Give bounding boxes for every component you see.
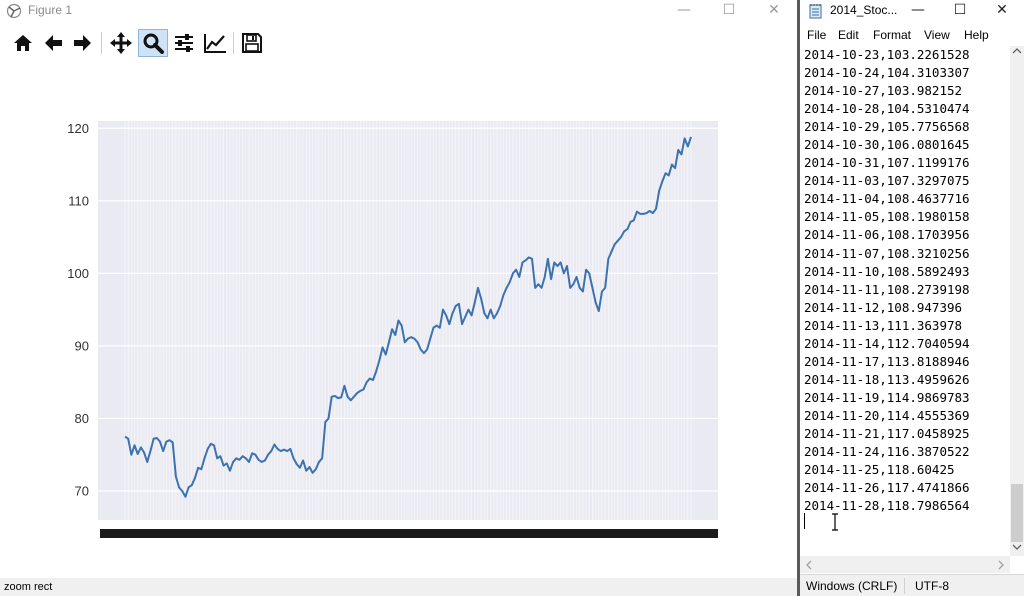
notepad-title-bar[interactable]	[800, 0, 1024, 22]
maximize-button[interactable]: ☐	[722, 2, 736, 18]
figure-title-bar[interactable]	[0, 0, 797, 22]
y-tick-label: 100	[67, 266, 89, 281]
line-ending-status: Windows (CRLF)	[806, 579, 898, 593]
zoom-button[interactable]	[138, 29, 168, 57]
text-line: 2014-11-12,108.947396	[804, 299, 963, 315]
window-divider	[797, 0, 800, 596]
close-button[interactable]: ✕	[768, 2, 780, 18]
menu-format[interactable]: Format	[873, 28, 912, 42]
y-tick-label: 80	[75, 411, 89, 426]
zoom-icon	[143, 33, 164, 54]
scroll-up-icon[interactable]	[1012, 46, 1022, 56]
home-button[interactable]	[8, 29, 38, 57]
y-tick-labels: 70 80 90 100 110 120	[67, 121, 89, 499]
menu-view[interactable]: View	[924, 28, 950, 42]
status-message: zoom rect	[4, 581, 53, 593]
scroll-right-icon[interactable]	[996, 560, 1006, 570]
text-line: 2014-11-24,116.3870522	[804, 444, 970, 460]
back-icon	[45, 35, 62, 51]
minimize-button[interactable]: —	[677, 2, 691, 18]
x-grid	[124, 121, 692, 520]
text-line: 2014-10-28,104.5310474	[804, 101, 970, 117]
text-line: 2014-10-27,103.982152	[804, 83, 963, 99]
figure-title: Figure 1	[28, 3, 73, 17]
text-line: 2014-11-19,114.9869783	[804, 389, 970, 405]
text-line: 2014-11-21,117.0458925	[804, 425, 970, 441]
scroll-left-icon[interactable]	[804, 560, 814, 570]
notepad-icon	[809, 4, 822, 19]
text-line: 2014-10-23,103.2261528	[804, 47, 970, 62]
vertical-scroll-thumb[interactable]	[1011, 484, 1023, 542]
subplots-button[interactable]	[169, 29, 199, 57]
notepad-maximize-button[interactable]: ☐	[953, 2, 967, 18]
text-line: 2014-10-24,104.3103307	[804, 65, 970, 81]
encoding-status: UTF-8	[915, 579, 949, 593]
matplotlib-logo-icon	[6, 3, 22, 19]
text-line: 2014-11-18,113.4959626	[804, 371, 970, 387]
text-line: 2014-11-20,114.4555369	[804, 407, 970, 423]
text-line: 2014-11-11,108.2739198	[804, 281, 970, 297]
forward-icon	[74, 35, 91, 51]
save-icon	[242, 33, 262, 53]
text-line: 2014-10-29,105.7756568	[804, 119, 970, 135]
text-line: 2014-10-30,106.0801645	[804, 137, 970, 153]
text-line: 2014-10-31,107.1199176	[804, 155, 970, 171]
toolbar-separator	[101, 32, 102, 54]
pan-icon	[110, 32, 132, 54]
toolbar-separator	[233, 32, 234, 54]
notepad-title: 2014_Stoc...	[830, 3, 898, 17]
save-button[interactable]	[237, 29, 267, 57]
y-tick-label: 90	[75, 338, 89, 353]
notepad-close-button[interactable]: ✕	[996, 2, 1008, 18]
text-line: 2014-11-26,117.4741866	[804, 480, 970, 496]
text-line: 2014-11-04,108.4637716	[804, 191, 970, 207]
text-line: 2014-11-17,113.8188946	[804, 353, 970, 369]
text-line: 2014-11-10,108.5892493	[804, 263, 970, 279]
text-line: 2014-11-25,118.60425	[804, 462, 955, 478]
figure-status-bar	[0, 578, 797, 596]
scroll-down-icon[interactable]	[1012, 542, 1022, 552]
x-tick-labels-overlap	[100, 529, 718, 538]
notepad-window	[800, 0, 1024, 596]
notepad-status-bar	[800, 574, 1024, 596]
text-line: 2014-11-28,118.7986564	[804, 498, 970, 514]
x-tick-labels	[100, 529, 718, 538]
text-caret	[804, 513, 805, 529]
text-line: 2014-11-07,108.3210256	[804, 245, 970, 261]
subplots-icon	[175, 34, 193, 52]
horizontal-scrollbar[interactable]	[800, 556, 1010, 573]
menu-edit[interactable]: Edit	[838, 28, 859, 42]
status-divider	[904, 578, 905, 594]
notepad-menu-bar	[800, 25, 1024, 45]
y-tick-label: 110	[68, 193, 89, 208]
customize-button[interactable]	[200, 29, 230, 57]
pan-button[interactable]	[106, 29, 136, 57]
y-tick-label: 70	[75, 483, 89, 498]
notepad-text-area[interactable]: 2014-10-23,103.2261528 2014-10-24,104.310…	[804, 46, 1004, 554]
text-line: 2014-11-13,111.363978	[804, 317, 963, 333]
forward-button[interactable]	[68, 29, 98, 57]
text-line: 2014-11-14,112.7040594	[804, 335, 970, 351]
vertical-scrollbar[interactable]	[1010, 46, 1024, 556]
home-icon	[14, 35, 32, 51]
text-line: 2014-11-06,108.1703956	[804, 227, 970, 243]
text-line: 2014-11-03,107.3297075	[804, 173, 970, 189]
y-tick-label: 120	[67, 121, 89, 136]
menu-help[interactable]: Help	[964, 28, 989, 42]
text-line: 2014-11-05,108.1980158	[804, 209, 970, 225]
menu-file[interactable]: File	[807, 28, 827, 42]
customize-icon	[204, 34, 226, 53]
price-line	[124, 136, 692, 498]
notepad-minimize-button[interactable]: —	[911, 2, 925, 18]
y-grid	[98, 127, 718, 492]
line-chart[interactable]: 70 80 90 100 110 120	[0, 64, 797, 576]
ibeam-cursor-icon	[832, 513, 838, 531]
back-button[interactable]	[38, 29, 68, 57]
